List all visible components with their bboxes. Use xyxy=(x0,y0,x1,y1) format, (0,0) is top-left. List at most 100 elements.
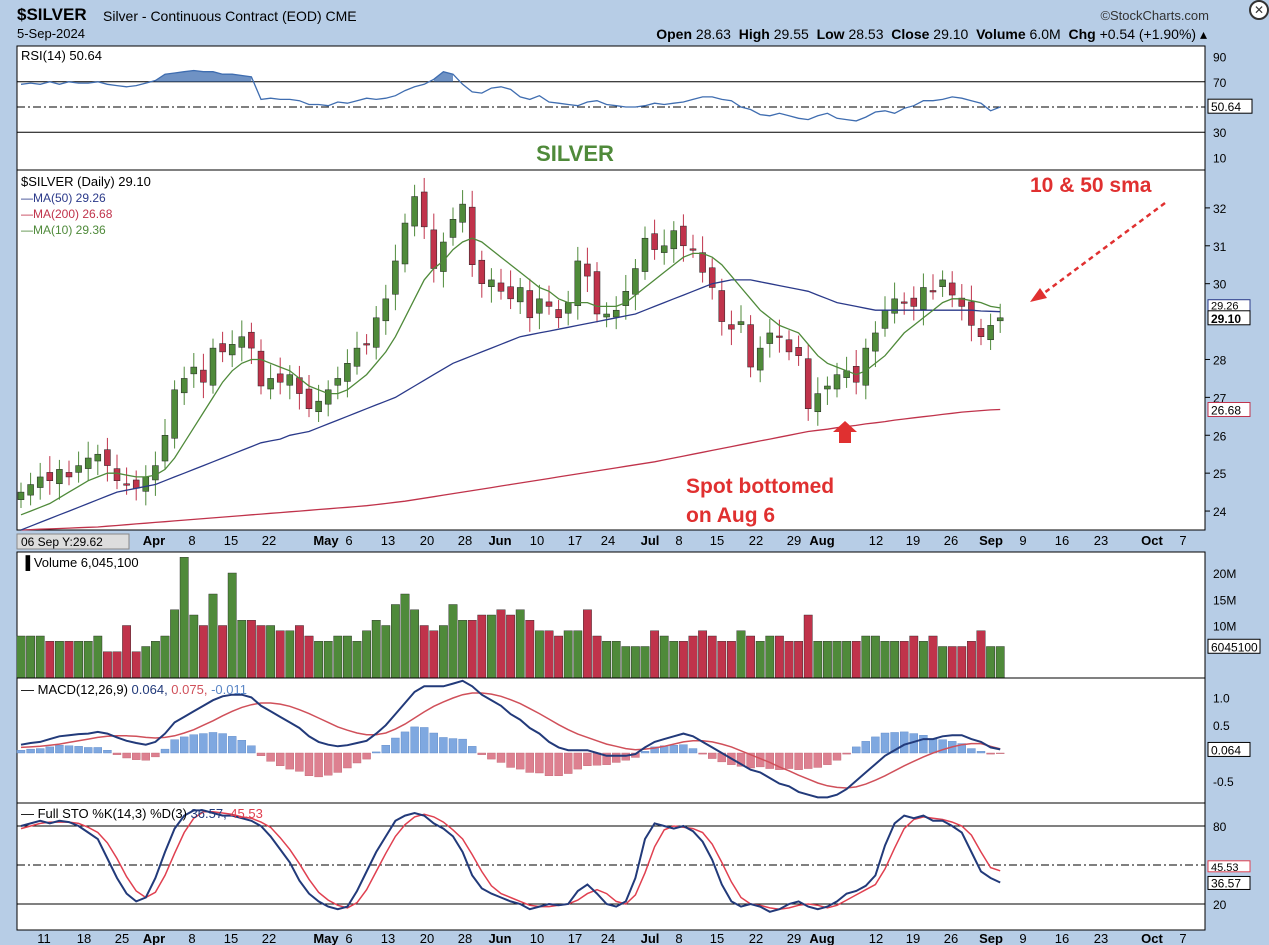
candle-body xyxy=(450,219,456,237)
candle-body xyxy=(728,325,734,330)
candle-body xyxy=(508,287,514,299)
volume-bar xyxy=(439,626,447,679)
macd-histogram-bar xyxy=(113,753,121,755)
macd-histogram-bar xyxy=(190,735,198,753)
volume-bar xyxy=(670,641,678,678)
volume-bar xyxy=(698,631,706,678)
candle-body xyxy=(671,231,677,249)
volume-bar xyxy=(650,631,658,678)
volume-bar xyxy=(977,631,985,678)
volume-bar xyxy=(814,641,822,678)
candle-body xyxy=(229,344,235,355)
volume-panel: ▐ Volume 6,045,10020M15M10M6045100 xyxy=(17,552,1260,678)
stochastic-panel: — Full STO %K(14,3) %D(3) 36.57, 45.5380… xyxy=(17,803,1250,930)
candle-body xyxy=(460,204,466,222)
candle-body xyxy=(940,280,946,287)
candle-body xyxy=(834,375,840,389)
sto-date-xtick: 12 xyxy=(869,931,883,945)
macd-histogram-bar xyxy=(795,753,803,770)
candle-body xyxy=(114,469,120,481)
volume-bar xyxy=(94,636,102,678)
volume-bar xyxy=(74,641,82,678)
price-date-xtick: 8 xyxy=(675,533,682,548)
macd-histogram-bar xyxy=(276,753,284,766)
price-panel: 3231302827262524$SILVER (Daily) 29.10—MA… xyxy=(17,170,1250,530)
volume-bar xyxy=(689,636,697,678)
volume-bar xyxy=(785,641,793,678)
candle-body xyxy=(719,291,725,322)
sto-date-xtick: 7 xyxy=(1179,931,1186,945)
candle-body xyxy=(479,260,485,283)
candle-body xyxy=(162,435,168,461)
volume-bar xyxy=(122,626,130,679)
candle-body xyxy=(748,325,754,367)
volume-bar xyxy=(65,641,73,678)
volume-bar xyxy=(295,626,303,679)
candle-body xyxy=(440,242,446,272)
candle-body xyxy=(469,207,475,265)
volume-bar xyxy=(526,620,534,678)
price-ytick: 28 xyxy=(1213,353,1227,367)
macd-histogram-bar xyxy=(382,745,390,753)
candle-body xyxy=(383,299,389,321)
macd-histogram-bar xyxy=(871,737,879,753)
sto-date-xtick: 23 xyxy=(1094,931,1108,945)
macd-histogram-bar xyxy=(967,749,975,753)
macd-histogram-bar xyxy=(267,753,275,761)
price-ytick: 32 xyxy=(1213,202,1227,216)
sto-date-xtick: 15 xyxy=(224,931,238,945)
volume-bar xyxy=(487,615,495,678)
macd-histogram-bar xyxy=(343,753,351,768)
candle-body xyxy=(613,310,619,317)
volume-bar xyxy=(852,641,860,678)
macd-histogram-bar xyxy=(785,753,793,769)
ma200-last-value-badge: 26.68 xyxy=(1208,402,1250,417)
volume-bar xyxy=(276,631,284,678)
volume-bar xyxy=(564,631,572,678)
rsi-last-value: 50.64 xyxy=(1211,100,1241,114)
macd-histogram-bar xyxy=(699,753,707,754)
candle-body xyxy=(978,328,984,336)
sto-date-xtick: 22 xyxy=(262,931,276,945)
candle-body xyxy=(344,363,350,381)
volume-bar xyxy=(142,647,150,679)
volume-bar xyxy=(842,641,850,678)
volume-bar xyxy=(862,636,870,678)
macd-legend-part: — MACD(12,26,9) xyxy=(21,682,128,697)
macd-histogram-bar xyxy=(411,727,419,753)
sto-date-xtick: 29 xyxy=(787,931,801,945)
sto-date-xtick: 20 xyxy=(420,931,434,945)
macd-histogram-bar xyxy=(161,749,169,753)
volume-bar xyxy=(199,626,207,679)
candle-body xyxy=(901,302,907,304)
volume-bar xyxy=(660,636,668,678)
sto-ytick: 80 xyxy=(1213,820,1227,834)
macd-histogram-bar xyxy=(55,745,63,753)
volume-bar xyxy=(766,636,774,678)
macd-histogram-bar xyxy=(478,753,486,755)
candle-body xyxy=(143,477,149,491)
volume-bar xyxy=(718,641,726,678)
macd-histogram-bar xyxy=(900,732,908,753)
candle-body xyxy=(373,318,379,348)
price-date-xtick: 23 xyxy=(1094,533,1108,548)
sto-date-xtick: 19 xyxy=(906,931,920,945)
macd-last-value: 0.064 xyxy=(1211,743,1241,757)
volume-last-value-badge: 6045100 xyxy=(1208,639,1260,654)
price-ytick: 25 xyxy=(1213,467,1227,481)
candle-body xyxy=(872,333,878,351)
volume-bar xyxy=(420,626,428,679)
macd-histogram-bar xyxy=(516,753,524,769)
candle-body xyxy=(431,230,437,269)
macd-histogram-bar xyxy=(497,753,505,762)
candle-body xyxy=(95,454,101,461)
sto-d-last-value-badge: 45.53 xyxy=(1208,861,1250,874)
macd-histogram-bar xyxy=(526,753,534,772)
macd-histogram-bar xyxy=(919,735,927,753)
sto-date-xtick: 9 xyxy=(1019,931,1026,945)
macd-histogram-bar xyxy=(75,746,83,753)
volume-bar xyxy=(410,610,418,678)
candle-body xyxy=(556,309,562,317)
price-date-xtick: 13 xyxy=(381,533,395,548)
sto-legend-part: 36.57, xyxy=(187,806,227,821)
